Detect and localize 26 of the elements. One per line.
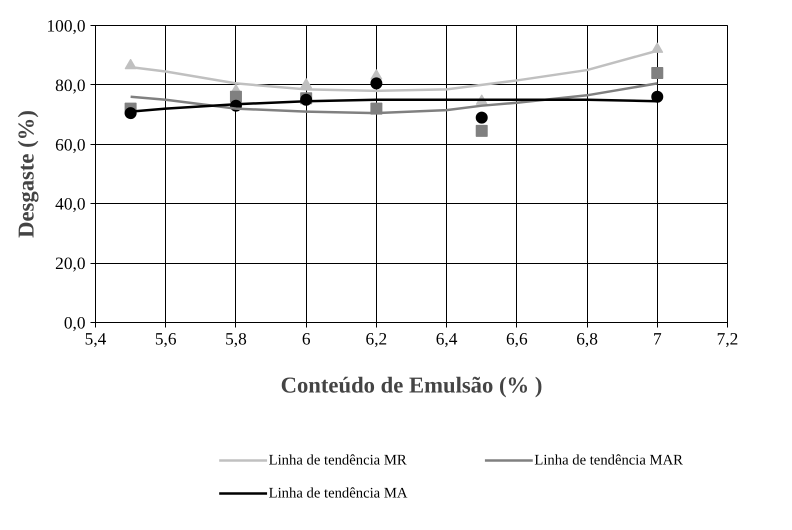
x-tick-label: 5,8 bbox=[225, 330, 247, 348]
point bbox=[651, 67, 664, 80]
x-tick-label: 6,2 bbox=[366, 330, 388, 348]
point bbox=[476, 112, 488, 124]
x-tick-label: 6 bbox=[302, 330, 311, 348]
y-axis-title: Desgaste (%) bbox=[14, 110, 39, 238]
x-axis-title: Conteúdo de Emulsão (% ) bbox=[280, 372, 542, 398]
x-tick-label: 6,8 bbox=[576, 330, 598, 348]
legend-label: Linha de tendência MA bbox=[268, 486, 408, 502]
x-tick-label: 6,6 bbox=[506, 330, 528, 348]
y-tick-label: 80,0 bbox=[55, 76, 86, 95]
x-tick-label: 5,4 bbox=[84, 330, 107, 348]
y-tick-label: 0,0 bbox=[64, 314, 86, 332]
y-tick-label: 20,0 bbox=[55, 254, 86, 274]
x-tick-label: 7 bbox=[652, 330, 662, 348]
y-tick-label: 60,0 bbox=[55, 135, 86, 154]
x-tick-label: 6,4 bbox=[436, 330, 458, 348]
x-tick-label: 7,2 bbox=[716, 330, 738, 348]
line-series bbox=[129, 82, 659, 114]
y-tick-label: 40,0 bbox=[55, 194, 86, 214]
legend-label: Linha de tendência MR bbox=[268, 452, 407, 468]
y-tick-label: 100,0 bbox=[46, 16, 86, 36]
x-tick-label: 5,6 bbox=[154, 330, 177, 348]
point bbox=[476, 124, 488, 137]
legend-label: Linha de tendência MAR bbox=[534, 452, 684, 468]
point bbox=[370, 77, 382, 90]
